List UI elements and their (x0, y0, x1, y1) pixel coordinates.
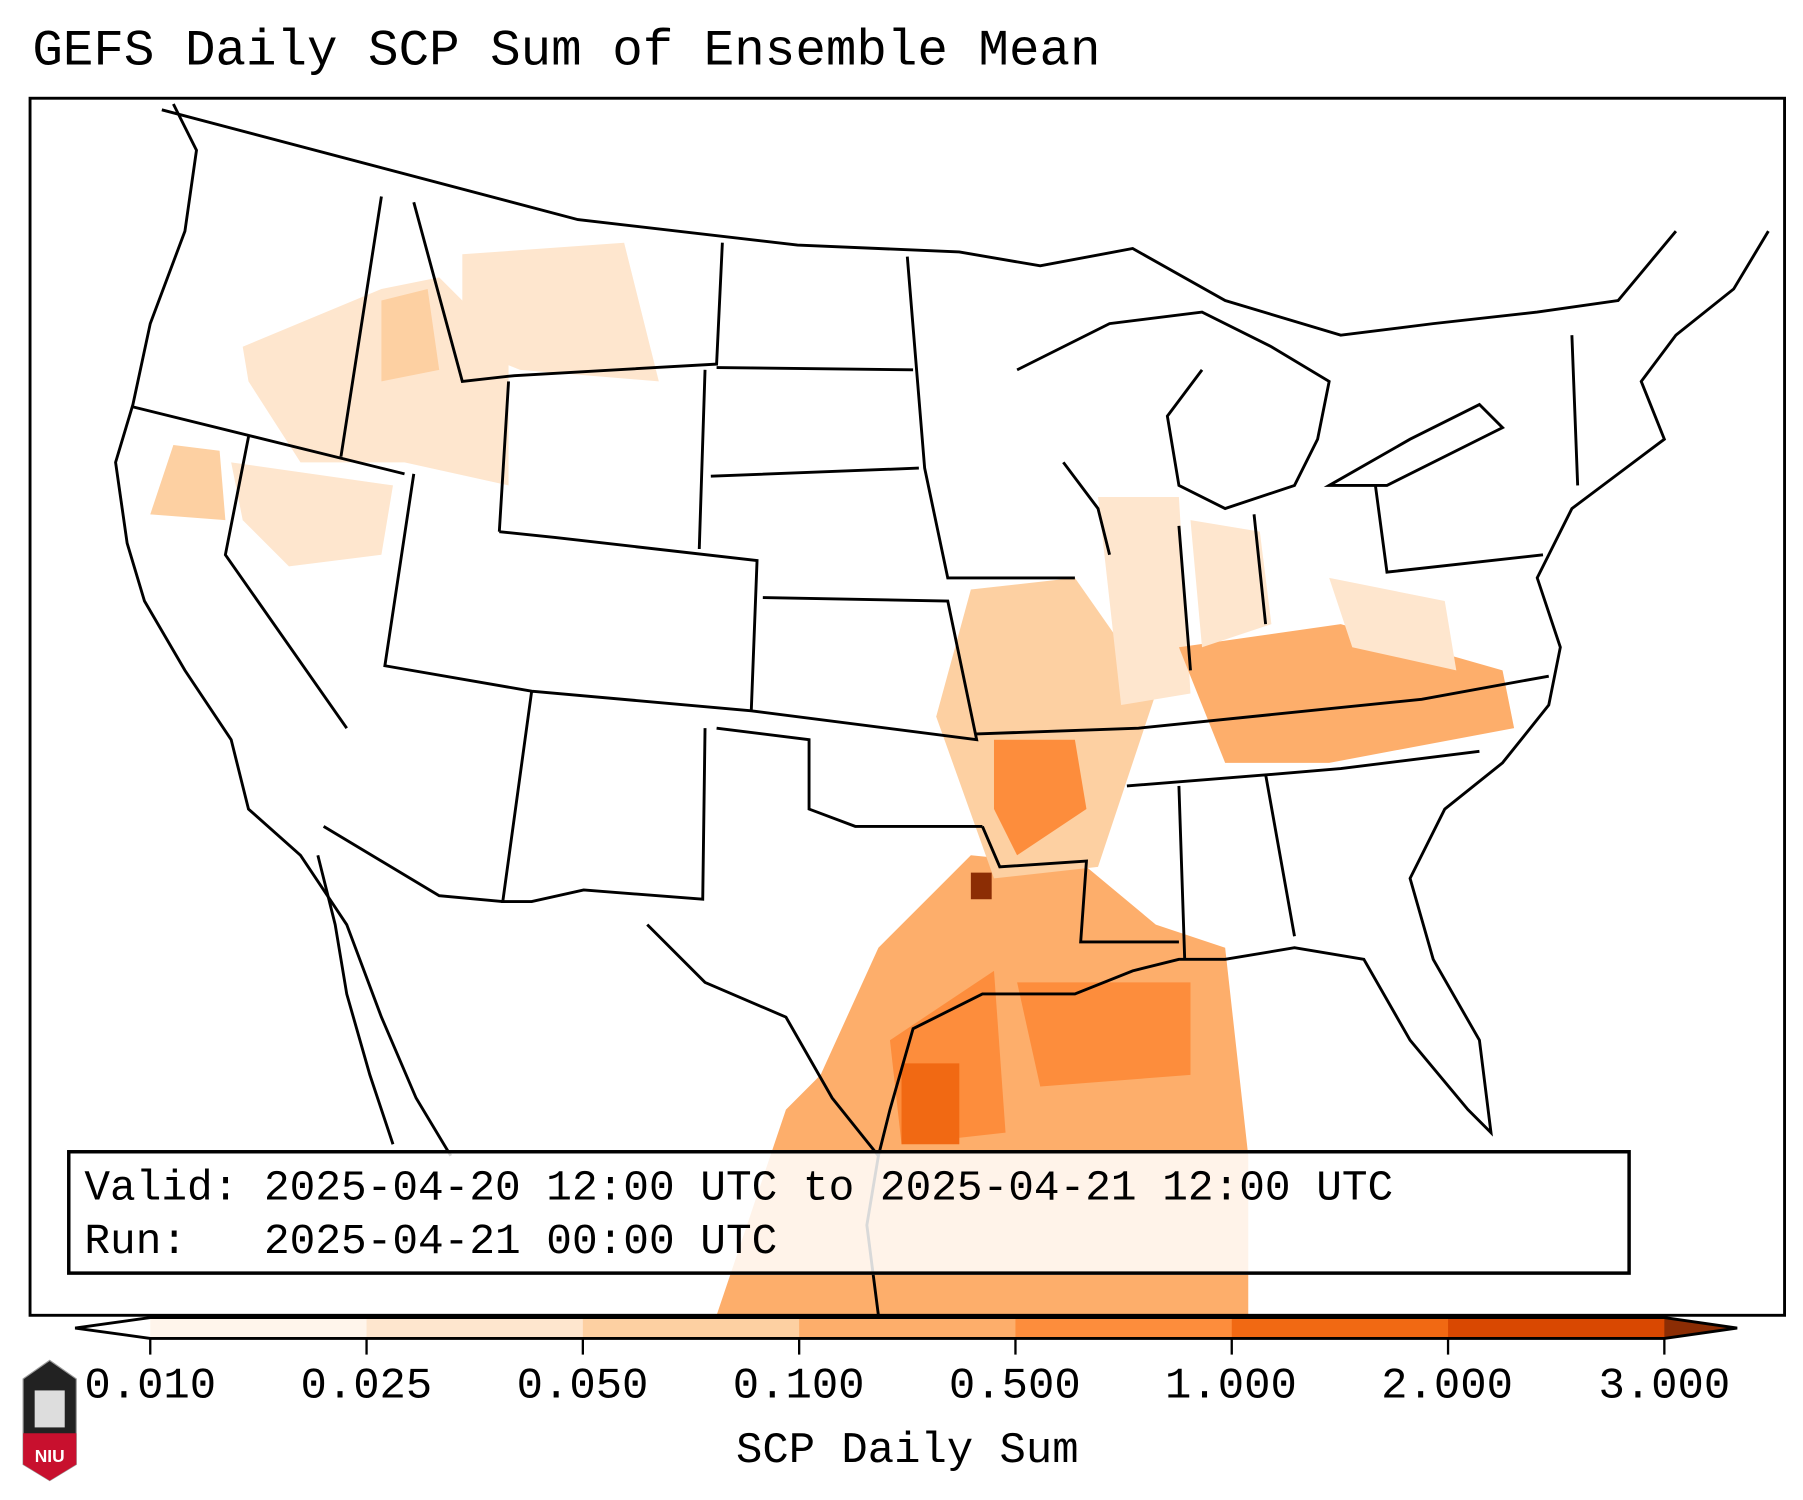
colorbar-bin (799, 1317, 1017, 1339)
colorbar (74, 1316, 1738, 1355)
colorbar-bin (150, 1317, 368, 1339)
scp-region-indiana (1190, 520, 1272, 648)
colorbar-tick-label: 0.100 (732, 1361, 865, 1412)
scp-region-louisiana (1017, 982, 1191, 1087)
info-box: Valid: 2025-04-20 12:00 UTC to 2025-04-2… (67, 1150, 1631, 1275)
great-lakes (1016, 310, 1505, 511)
colorbar-tick-label: 3.000 (1598, 1361, 1731, 1412)
scp-region-northwest (242, 277, 509, 486)
colorbar-tick-label: 0.050 (516, 1361, 649, 1412)
coastline-west (114, 103, 453, 1157)
colorbar-bin (1448, 1317, 1665, 1339)
scp-region-mississippi-valley (936, 577, 1156, 879)
scp-region-arkansas (993, 739, 1087, 856)
colorbar-tick-label: 2.000 (1381, 1361, 1513, 1412)
scp-region-max (970, 872, 992, 900)
map-frame (28, 96, 1786, 1317)
colorbar-under-extend (75, 1317, 151, 1339)
scp-region-illinois (1098, 496, 1191, 706)
scp-region-texas-core (901, 1063, 960, 1145)
colorbar-tick-label: 1.000 (1165, 1361, 1297, 1412)
niu-logo: NIU (22, 1359, 77, 1482)
colorbar-tick-label: 0.025 (300, 1361, 433, 1412)
gulf-coast (646, 230, 1770, 1159)
colorbar-tick-label: 0.010 (84, 1361, 217, 1412)
scp-region-idaho (381, 288, 440, 382)
scp-region-ohio-valley (1178, 624, 1515, 763)
state-lines (132, 196, 1580, 960)
colorbar-bin (582, 1317, 800, 1339)
colorbar-bin (1231, 1317, 1449, 1339)
scp-region-california (150, 444, 226, 521)
valid-time: Valid: 2025-04-20 12:00 UTC to 2025-04-2… (84, 1165, 1394, 1214)
colorbar-tick-label: 0.500 (948, 1361, 1081, 1412)
boundaries (114, 103, 1770, 1316)
run-time: Run: 2025-04-21 00:00 UTC (84, 1218, 778, 1267)
colorbar-bin (366, 1317, 584, 1339)
figure-title: GEFS Daily SCP Sum of Ensemble Mean (32, 23, 1101, 81)
colorbar-label: SCP Daily Sum (735, 1426, 1079, 1476)
colorbar-bin (1015, 1317, 1233, 1339)
scp-region-montana (462, 242, 659, 382)
colorbar-over-extend (1664, 1317, 1738, 1339)
baja (316, 854, 395, 1145)
svg-text:NIU: NIU (35, 1446, 65, 1466)
scp-region-appalachia (1329, 577, 1457, 671)
canada-border (161, 108, 1678, 337)
scp-region-nevada (231, 462, 393, 567)
